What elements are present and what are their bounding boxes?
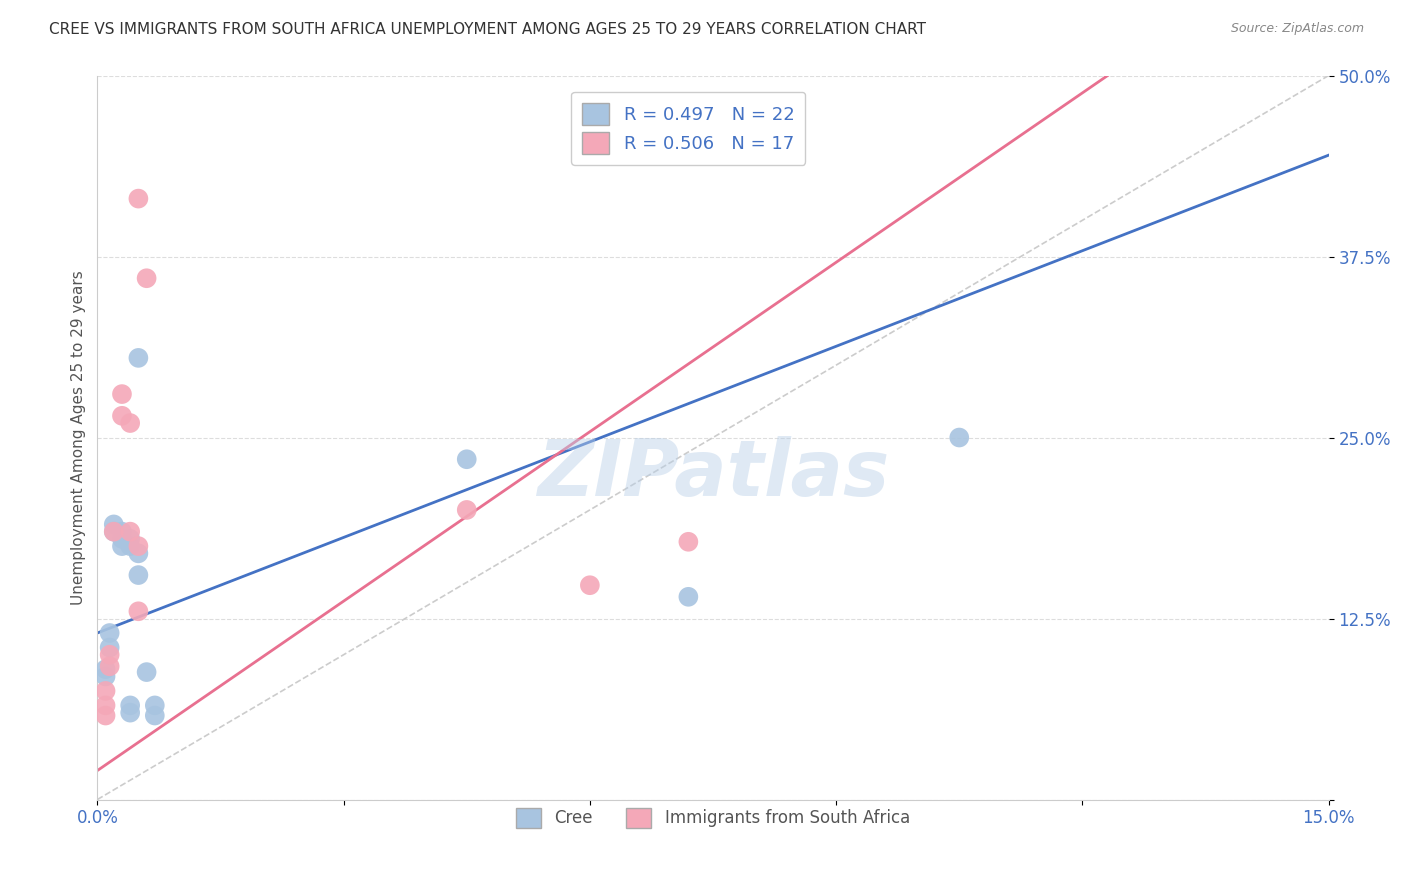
Point <box>127 604 149 618</box>
Text: CREE VS IMMIGRANTS FROM SOUTH AFRICA UNEMPLOYMENT AMONG AGES 25 TO 29 YEARS CORR: CREE VS IMMIGRANTS FROM SOUTH AFRICA UNE… <box>49 22 927 37</box>
Point <box>103 524 125 539</box>
Point <box>456 503 478 517</box>
Text: ZIPatlas: ZIPatlas <box>537 435 889 512</box>
Point <box>94 708 117 723</box>
Point <box>135 271 157 285</box>
Point <box>127 351 149 365</box>
Point <box>94 662 117 676</box>
Point <box>678 590 700 604</box>
Point <box>143 708 166 723</box>
Point <box>111 539 134 553</box>
Point <box>111 524 134 539</box>
Point <box>120 539 142 553</box>
Point <box>678 534 700 549</box>
Point <box>103 517 125 532</box>
Point <box>120 706 142 720</box>
Point <box>98 659 121 673</box>
Point <box>948 430 970 444</box>
Point <box>456 452 478 467</box>
Point <box>98 626 121 640</box>
Point <box>111 409 134 423</box>
Point <box>111 387 134 401</box>
Point <box>98 640 121 655</box>
Point <box>120 698 142 713</box>
Point <box>111 532 134 546</box>
Point <box>120 416 142 430</box>
Point <box>94 684 117 698</box>
Point <box>135 665 157 679</box>
Point <box>94 669 117 683</box>
Legend: Cree, Immigrants from South Africa: Cree, Immigrants from South Africa <box>509 801 917 835</box>
Point <box>127 192 149 206</box>
Point <box>143 698 166 713</box>
Y-axis label: Unemployment Among Ages 25 to 29 years: Unemployment Among Ages 25 to 29 years <box>72 270 86 605</box>
Point <box>120 532 142 546</box>
Point <box>127 546 149 560</box>
Point <box>98 648 121 662</box>
Point <box>579 578 602 592</box>
Point <box>127 568 149 582</box>
Point <box>120 524 142 539</box>
Text: Source: ZipAtlas.com: Source: ZipAtlas.com <box>1230 22 1364 36</box>
Point <box>103 524 125 539</box>
Point <box>94 698 117 713</box>
Point <box>127 539 149 553</box>
